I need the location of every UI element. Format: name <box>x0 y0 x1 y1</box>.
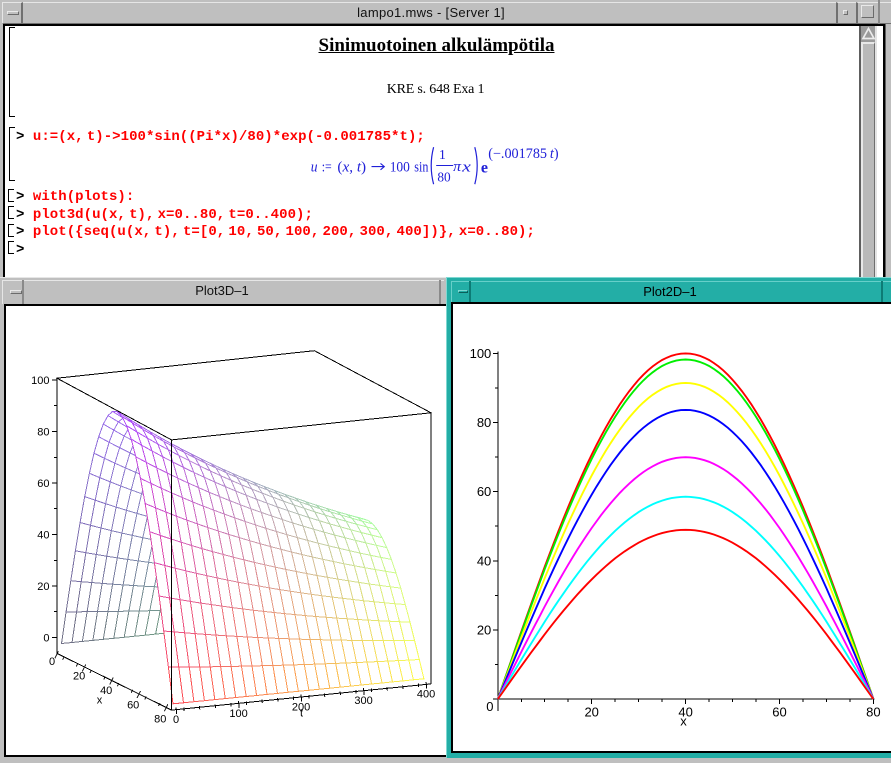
svg-text:40: 40 <box>476 553 490 568</box>
svg-text:t: t <box>299 707 302 719</box>
svg-text:400: 400 <box>416 688 434 700</box>
svg-text:(−.001785 t): (−.001785 t) <box>488 146 559 162</box>
svg-text:80: 80 <box>37 426 49 438</box>
svg-text:80: 80 <box>154 713 166 725</box>
svg-text:x: x <box>680 714 687 729</box>
svg-text:40: 40 <box>100 684 112 696</box>
svg-text:40: 40 <box>37 529 49 541</box>
svg-text:80: 80 <box>866 705 880 720</box>
svg-text:40: 40 <box>678 705 692 720</box>
svg-text:0: 0 <box>48 655 54 667</box>
svg-text:60: 60 <box>37 478 49 490</box>
svg-text:e: e <box>481 159 488 176</box>
svg-text:0: 0 <box>486 699 493 714</box>
svg-text:20: 20 <box>584 705 598 720</box>
svg-text:80: 80 <box>476 415 490 430</box>
svg-text:u: u <box>311 159 318 175</box>
svg-text:20: 20 <box>72 670 84 682</box>
svg-text:100: 100 <box>229 707 247 719</box>
svg-text:0: 0 <box>43 632 49 644</box>
svg-text:60: 60 <box>772 705 786 720</box>
svg-text:200: 200 <box>291 701 309 713</box>
svg-text:0: 0 <box>173 714 179 726</box>
svg-text:100: 100 <box>469 346 491 361</box>
svg-text:π: π <box>453 159 461 175</box>
svg-text:20: 20 <box>476 623 490 638</box>
svg-text:x: x <box>461 159 471 175</box>
svg-text:sin: sin <box>414 159 428 175</box>
svg-text:60: 60 <box>476 484 490 499</box>
svg-text:60: 60 <box>127 699 139 711</box>
svg-text:(x, t): (x, t) <box>337 159 366 175</box>
svg-text:1: 1 <box>439 148 446 163</box>
svg-text:80: 80 <box>437 170 450 185</box>
svg-text:100: 100 <box>31 375 49 387</box>
svg-text::=: := <box>322 159 332 175</box>
svg-text:300: 300 <box>354 695 372 707</box>
svg-text:100: 100 <box>390 159 410 175</box>
svg-text:x: x <box>96 694 102 706</box>
svg-text:20: 20 <box>37 581 49 593</box>
